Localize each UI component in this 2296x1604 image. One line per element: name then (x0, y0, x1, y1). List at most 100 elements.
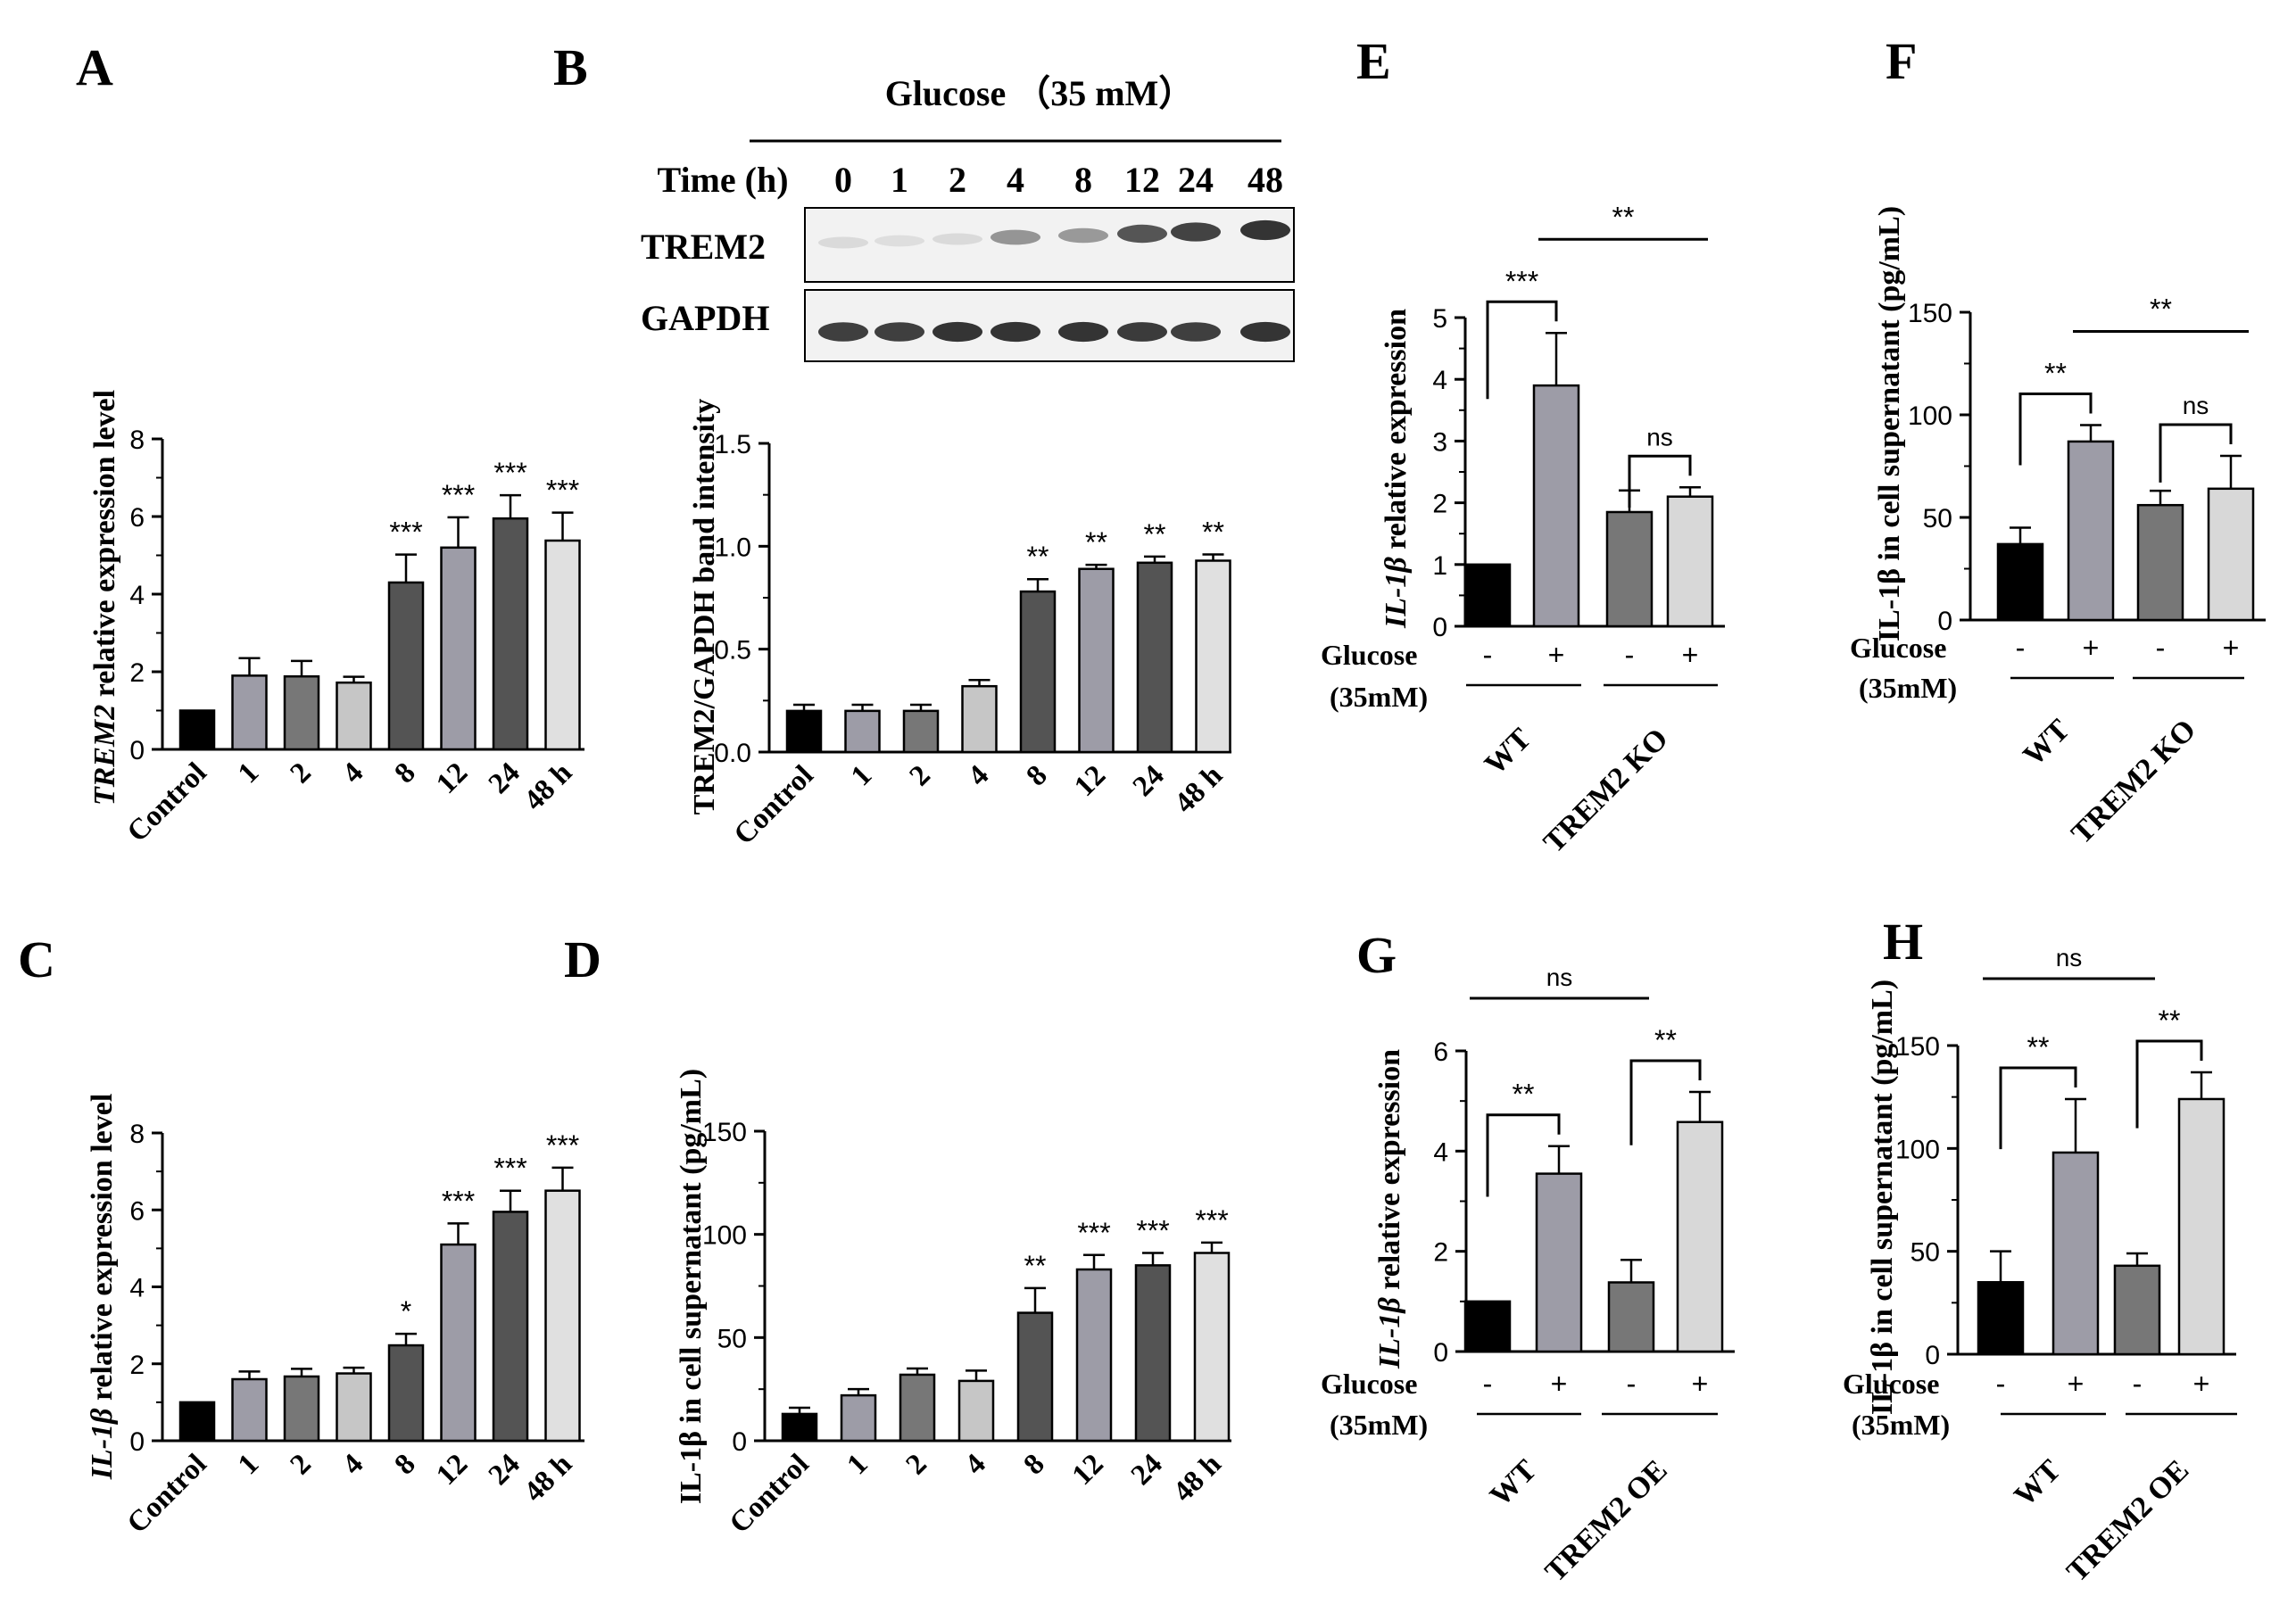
y-tick-label: 6 (129, 1196, 145, 1226)
significance-marker: *** (493, 457, 526, 489)
bar (1075, 1268, 1113, 1443)
bar (336, 1372, 372, 1443)
y-tick-label: 0 (1925, 1341, 1940, 1370)
bar (1977, 1281, 2025, 1356)
y-tick-label: 3 (1432, 427, 1447, 457)
glucose-sign: + (2223, 632, 2240, 664)
bar (178, 1401, 216, 1443)
significance-marker: ** (1144, 518, 1166, 550)
significance-marker: ** (1024, 1250, 1047, 1282)
glucose-label: Glucose (1843, 1368, 1939, 1400)
bar (283, 674, 320, 751)
significance-bracket (2135, 1039, 2203, 1129)
significance-label: ** (1654, 1024, 1677, 1056)
significance-label: ns (1646, 423, 1673, 451)
glucose-sign: + (1692, 1368, 1709, 1400)
significance-marker: *** (1195, 1204, 1228, 1236)
bar (785, 709, 823, 754)
significance-marker: ** (1027, 541, 1049, 573)
y-axis-label: IL-1β in cell supernatant (pg/mL) (675, 1069, 708, 1504)
glucose-sign: - (2156, 632, 2166, 664)
bar (283, 1375, 320, 1443)
bar (1019, 590, 1057, 754)
panel-letter: H (1883, 913, 1923, 971)
y-tick-label: 50 (717, 1324, 747, 1353)
y-tick-label: 2 (1432, 490, 1447, 519)
glucose-sign: + (1682, 639, 1699, 671)
blot-time-point: 1 (891, 160, 908, 200)
blot-time-point: 0 (834, 160, 852, 200)
y-axis-label: IL-1β relative expression level (86, 1094, 119, 1481)
blot-band-gapdh (1117, 322, 1167, 342)
bar (492, 1211, 529, 1443)
y-axis-label: TREM2/GAPDH band intensity (688, 399, 721, 815)
significance-bracket (2018, 393, 2093, 466)
blot-time-label: Time (h) (657, 160, 788, 200)
glucose-sign: + (2193, 1368, 2210, 1400)
y-axis-label-text: relative expression level (86, 1094, 119, 1409)
blot-time-point: 2 (949, 160, 966, 200)
blot-strip-trem2 (804, 207, 1295, 283)
y-axis-label: IL-1β in cell supernatant (pg/mL) (1873, 206, 1906, 641)
blot-time-point: 48 (1247, 160, 1283, 200)
glucose-conc-label: (35mM) (1330, 681, 1428, 713)
bar (840, 1393, 877, 1443)
bar (1532, 384, 1580, 628)
significance-marker: * (401, 1295, 411, 1327)
y-tick-label: 0 (732, 1427, 747, 1457)
blot-band-gapdh (874, 322, 924, 342)
bar (2207, 487, 2255, 622)
glucose-sign: + (2083, 632, 2100, 664)
y-tick-label: 2 (129, 1351, 145, 1380)
y-tick-label: 6 (129, 503, 145, 533)
bar (2136, 503, 2184, 622)
bar (387, 581, 425, 751)
panel-letter: D (564, 930, 601, 988)
glucose-sign: - (1996, 1368, 2006, 1400)
y-tick-label: 150 (1895, 1032, 1940, 1062)
y-tick-label: 0 (129, 736, 145, 765)
blot-header: Glucose （35 mM） (885, 73, 1195, 113)
bar (781, 1412, 818, 1443)
blot-band-trem2 (818, 236, 868, 249)
y-tick-label: 0 (129, 1427, 145, 1457)
y-axis-label-gene: IL-1β (1380, 557, 1413, 629)
blot-band-trem2 (991, 229, 1040, 245)
blot-band-gapdh (1240, 321, 1290, 343)
panel-letter: C (18, 930, 55, 988)
bar (440, 546, 477, 751)
significance-bracket (1999, 1066, 2077, 1150)
glucose-sign: - (1625, 639, 1635, 671)
y-tick-label: 100 (1895, 1135, 1940, 1164)
bar (1535, 1172, 1583, 1353)
y-tick-label: 4 (129, 581, 145, 610)
panel-letter: E (1356, 32, 1391, 90)
significance-marker: *** (546, 1129, 579, 1162)
y-tick-label: 50 (1911, 1238, 1940, 1268)
y-tick-label: 5 (1432, 304, 1447, 334)
glucose-label: Glucose (1850, 632, 1946, 664)
y-tick-label: 4 (129, 1274, 145, 1303)
glucose-sign: + (1551, 1368, 1568, 1400)
significance-label: ** (1513, 1079, 1535, 1111)
bar (231, 674, 268, 751)
blot-row-label-trem2: TREM2 (641, 227, 766, 267)
y-tick-label: 8 (129, 426, 145, 455)
significance-label: ** (2150, 294, 2172, 326)
significance-label: ** (2044, 358, 2067, 390)
y-tick-label: 2 (1433, 1238, 1448, 1268)
glucose-sign: - (2016, 632, 2026, 664)
y-tick-label: 0 (1432, 613, 1447, 642)
western-blot: Glucose （35 mM） Time (h) 0 1 2 4 8 12 24 48 TRE… (641, 73, 1295, 362)
blot-time-point: 4 (1007, 160, 1024, 200)
blot-band-gapdh (818, 322, 868, 342)
y-axis-label-text: TREM2/GAPDH band intensity (688, 399, 721, 815)
bar (1195, 559, 1231, 754)
bar (544, 539, 581, 751)
significance-bracket (2159, 423, 2233, 483)
blot-band-trem2 (1171, 222, 1221, 242)
glucose-conc-label: (35mM) (1859, 672, 1957, 704)
y-axis-label-gene: TREM2 (88, 705, 121, 806)
y-tick-label: 150 (1908, 299, 1952, 328)
bar (2067, 440, 2115, 622)
